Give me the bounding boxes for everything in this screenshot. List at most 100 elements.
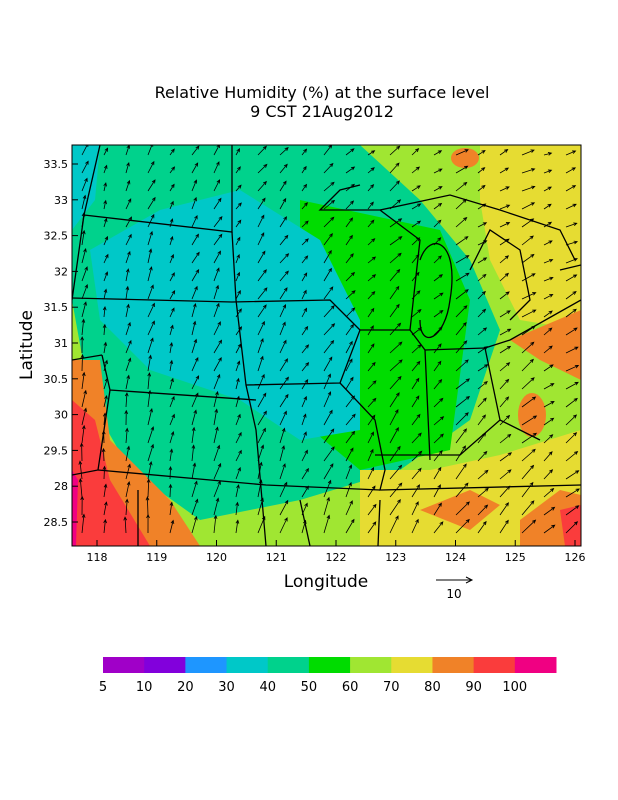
wind-arrow [235, 395, 240, 408]
wind-arrow [81, 513, 86, 534]
wind-arrow [521, 481, 534, 498]
wind-arrow [477, 381, 488, 390]
wind-arrow [565, 240, 579, 246]
wind-arrow [323, 286, 334, 300]
wind-arrow [323, 323, 336, 336]
wind-arrow [103, 341, 108, 354]
wind-arrow [389, 285, 400, 300]
wind-arrow [125, 179, 131, 192]
wind-arrow [323, 249, 332, 264]
wind-arrow [367, 503, 377, 516]
wind-arrow [389, 236, 403, 246]
wind-arrow [235, 466, 241, 480]
wind-arrow [345, 290, 356, 300]
colorbar-swatch [103, 657, 145, 673]
wind-arrow [279, 216, 287, 228]
wind-arrow [565, 397, 578, 408]
wind-arrow [147, 248, 153, 264]
wind-arrow [389, 199, 402, 210]
wind-arrow [367, 397, 377, 408]
wind-arrow [147, 196, 156, 210]
wind-arrow [213, 302, 220, 318]
wind-arrow [81, 389, 87, 408]
wind-arrow [477, 222, 488, 228]
wind-arrow [389, 409, 399, 426]
colorbar-label: 60 [342, 680, 359, 695]
wind-arrow [102, 306, 107, 318]
colorbar-swatch [350, 657, 392, 673]
wind-arrow [433, 433, 444, 444]
wind-arrow [81, 283, 88, 300]
wind-arrow [433, 168, 443, 174]
wind-arrow [257, 410, 267, 426]
wind-arrow [521, 448, 536, 462]
wind-arrow [169, 148, 175, 156]
wind-arrow [433, 484, 441, 498]
wind-arrow [103, 288, 108, 300]
wind-arrow [257, 479, 263, 498]
wind-arrow [521, 218, 535, 228]
wind-arrow [499, 186, 510, 192]
wind-arrow [477, 167, 486, 174]
wind-arrow [389, 392, 400, 408]
wind-arrow [301, 344, 310, 354]
wind-arrow [81, 177, 88, 192]
wind-arrow [125, 233, 132, 246]
wind-arrow [477, 397, 487, 408]
y-tick-label: 29.5 [44, 444, 69, 457]
wind-arrow [389, 252, 402, 264]
wind-arrow [499, 310, 511, 318]
wind-arrow [169, 431, 175, 444]
wind-arrow [78, 460, 83, 480]
wind-arrow [323, 233, 333, 246]
wind-arrow [543, 383, 555, 390]
wind-arrow [543, 310, 553, 318]
wind-arrow [124, 392, 129, 408]
wind-arrow [477, 290, 486, 300]
wind-arrow [169, 290, 176, 300]
wind-arrow [543, 327, 553, 336]
wind-arrow [125, 427, 129, 444]
wind-arrow [521, 202, 536, 210]
wind-arrow [345, 430, 356, 444]
wind-arrow [169, 501, 174, 516]
wind-arrow [521, 341, 535, 354]
wind-arrow [301, 165, 307, 174]
wind-arrow [169, 183, 175, 192]
wind-arrow [257, 392, 267, 408]
wind-arrow [147, 443, 155, 462]
wind-arrow [191, 498, 199, 516]
wind-arrow [367, 290, 376, 300]
wind-arrow [279, 234, 289, 246]
colorbar-swatch [144, 657, 186, 673]
wind-arrow [147, 337, 154, 354]
wind-arrow [169, 342, 174, 354]
wind-arrow [345, 234, 353, 246]
wind-arrow [323, 496, 330, 516]
wind-arrow [565, 167, 577, 174]
wind-arrow [411, 220, 422, 228]
wind-arrow [433, 274, 444, 282]
wind-arrow [169, 218, 174, 228]
wind-arrow [125, 374, 130, 390]
wind-arrow [477, 203, 487, 210]
wind-arrow [279, 445, 285, 462]
wind-arrow [455, 305, 468, 318]
wind-arrow [323, 428, 335, 444]
wind-arrow [81, 266, 88, 282]
wind-arrow [433, 397, 444, 408]
wind-arrow [235, 253, 240, 264]
wind-arrow [257, 461, 263, 480]
wind-arrow [191, 196, 197, 210]
wind-arrow [367, 380, 377, 390]
wind-arrow [389, 445, 401, 462]
wind-arrow [411, 467, 422, 480]
wind-arrow [455, 149, 469, 156]
wind-arrow [235, 202, 242, 210]
wind-arrow [147, 407, 153, 426]
wind-arrow [103, 483, 108, 498]
vector-reference: 10 [436, 576, 474, 601]
wind-arrow [455, 255, 470, 264]
wind-arrow [279, 146, 289, 156]
wind-arrow [169, 200, 174, 210]
